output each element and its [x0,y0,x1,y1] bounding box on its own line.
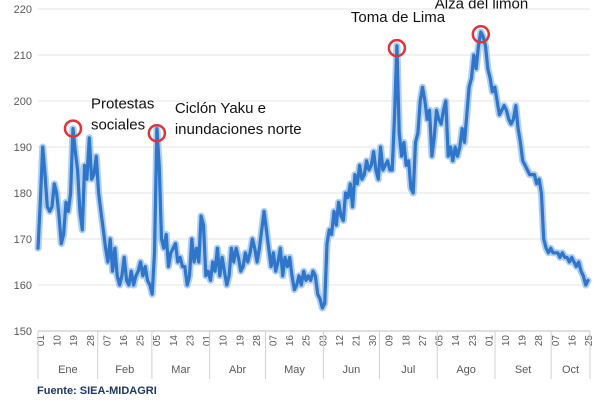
x-tick-label: 07 [102,335,113,347]
y-tick-label: 160 [14,280,32,292]
x-tick-label: 23 [468,335,479,347]
highlight-ring [147,123,167,143]
x-tick-label: 28 [534,335,545,347]
x-tick-label: 18 [401,335,412,347]
month-label: Set [515,364,532,376]
y-tick-label: 190 [14,142,32,154]
highlight-ring [387,38,407,58]
month-label: Jul [401,364,415,376]
x-tick-label: 10 [501,335,512,347]
x-tick-label: 10 [53,335,64,347]
y-tick-label: 210 [14,50,32,62]
x-tick-label: 28 [86,335,97,347]
x-tick-label: 28 [252,335,263,347]
annotation-label: Ciclón Yaku e [175,100,266,117]
x-tick-label: 07 [551,335,562,347]
annotation-label: Protestas [91,96,154,113]
highlight-ring [63,119,83,138]
x-tick-label: 01 [36,335,47,347]
month-label: May [284,364,305,376]
x-tick-label: 30 [368,335,379,347]
x-tick-label: 01 [484,335,495,347]
x-tick-label: 23 [185,335,196,347]
x-tick-label: 12 [335,335,346,347]
annotation-label: Alza del limón [435,0,528,12]
x-tick-label: 19 [69,335,80,347]
series-line [36,30,590,310]
x-tick-label: 19 [518,335,529,347]
y-tick-label: 180 [14,188,32,200]
x-tick-label: 07 [268,335,279,347]
x-tick-label: 16 [567,335,578,347]
y-tick-label: 200 [14,96,32,108]
annotation-label: Toma de Lima [351,9,446,26]
annotation-label: inundaciones norte [175,121,302,138]
series-line-glow [34,28,592,312]
month-label: Jun [343,364,361,376]
month-label: Feb [115,364,134,376]
x-tick-label: 10 [219,335,230,347]
x-tick-label: 09 [385,335,396,347]
month-label: Abr [229,364,246,376]
y-tick-label: 150 [14,326,32,338]
y-tick-label: 170 [14,234,32,246]
x-tick-label: 19 [235,335,246,347]
highlight-ring [471,25,491,44]
x-tick-label: 21 [352,335,363,347]
x-tick-label: 16 [119,335,130,347]
x-tick-label: 27 [418,335,429,347]
x-tick-label: 25 [302,335,313,347]
x-tick-label: 14 [169,335,180,347]
y-tick-label: 220 [14,4,32,16]
annotation-label: sociales [91,117,145,134]
month-label: Oct [562,364,579,376]
month-label: Mar [171,364,190,376]
x-tick-label: 25 [136,335,147,347]
month-label: Ene [58,364,78,376]
x-tick-label: 01 [202,335,213,347]
x-tick-label: 16 [285,335,296,347]
month-label: Ago [456,364,476,376]
x-tick-label: 05 [435,335,446,347]
x-tick-label: 05 [152,335,163,347]
x-tick-label: 14 [451,335,462,347]
source-note: Fuente: SIEA-MIDAGRI [37,385,157,397]
